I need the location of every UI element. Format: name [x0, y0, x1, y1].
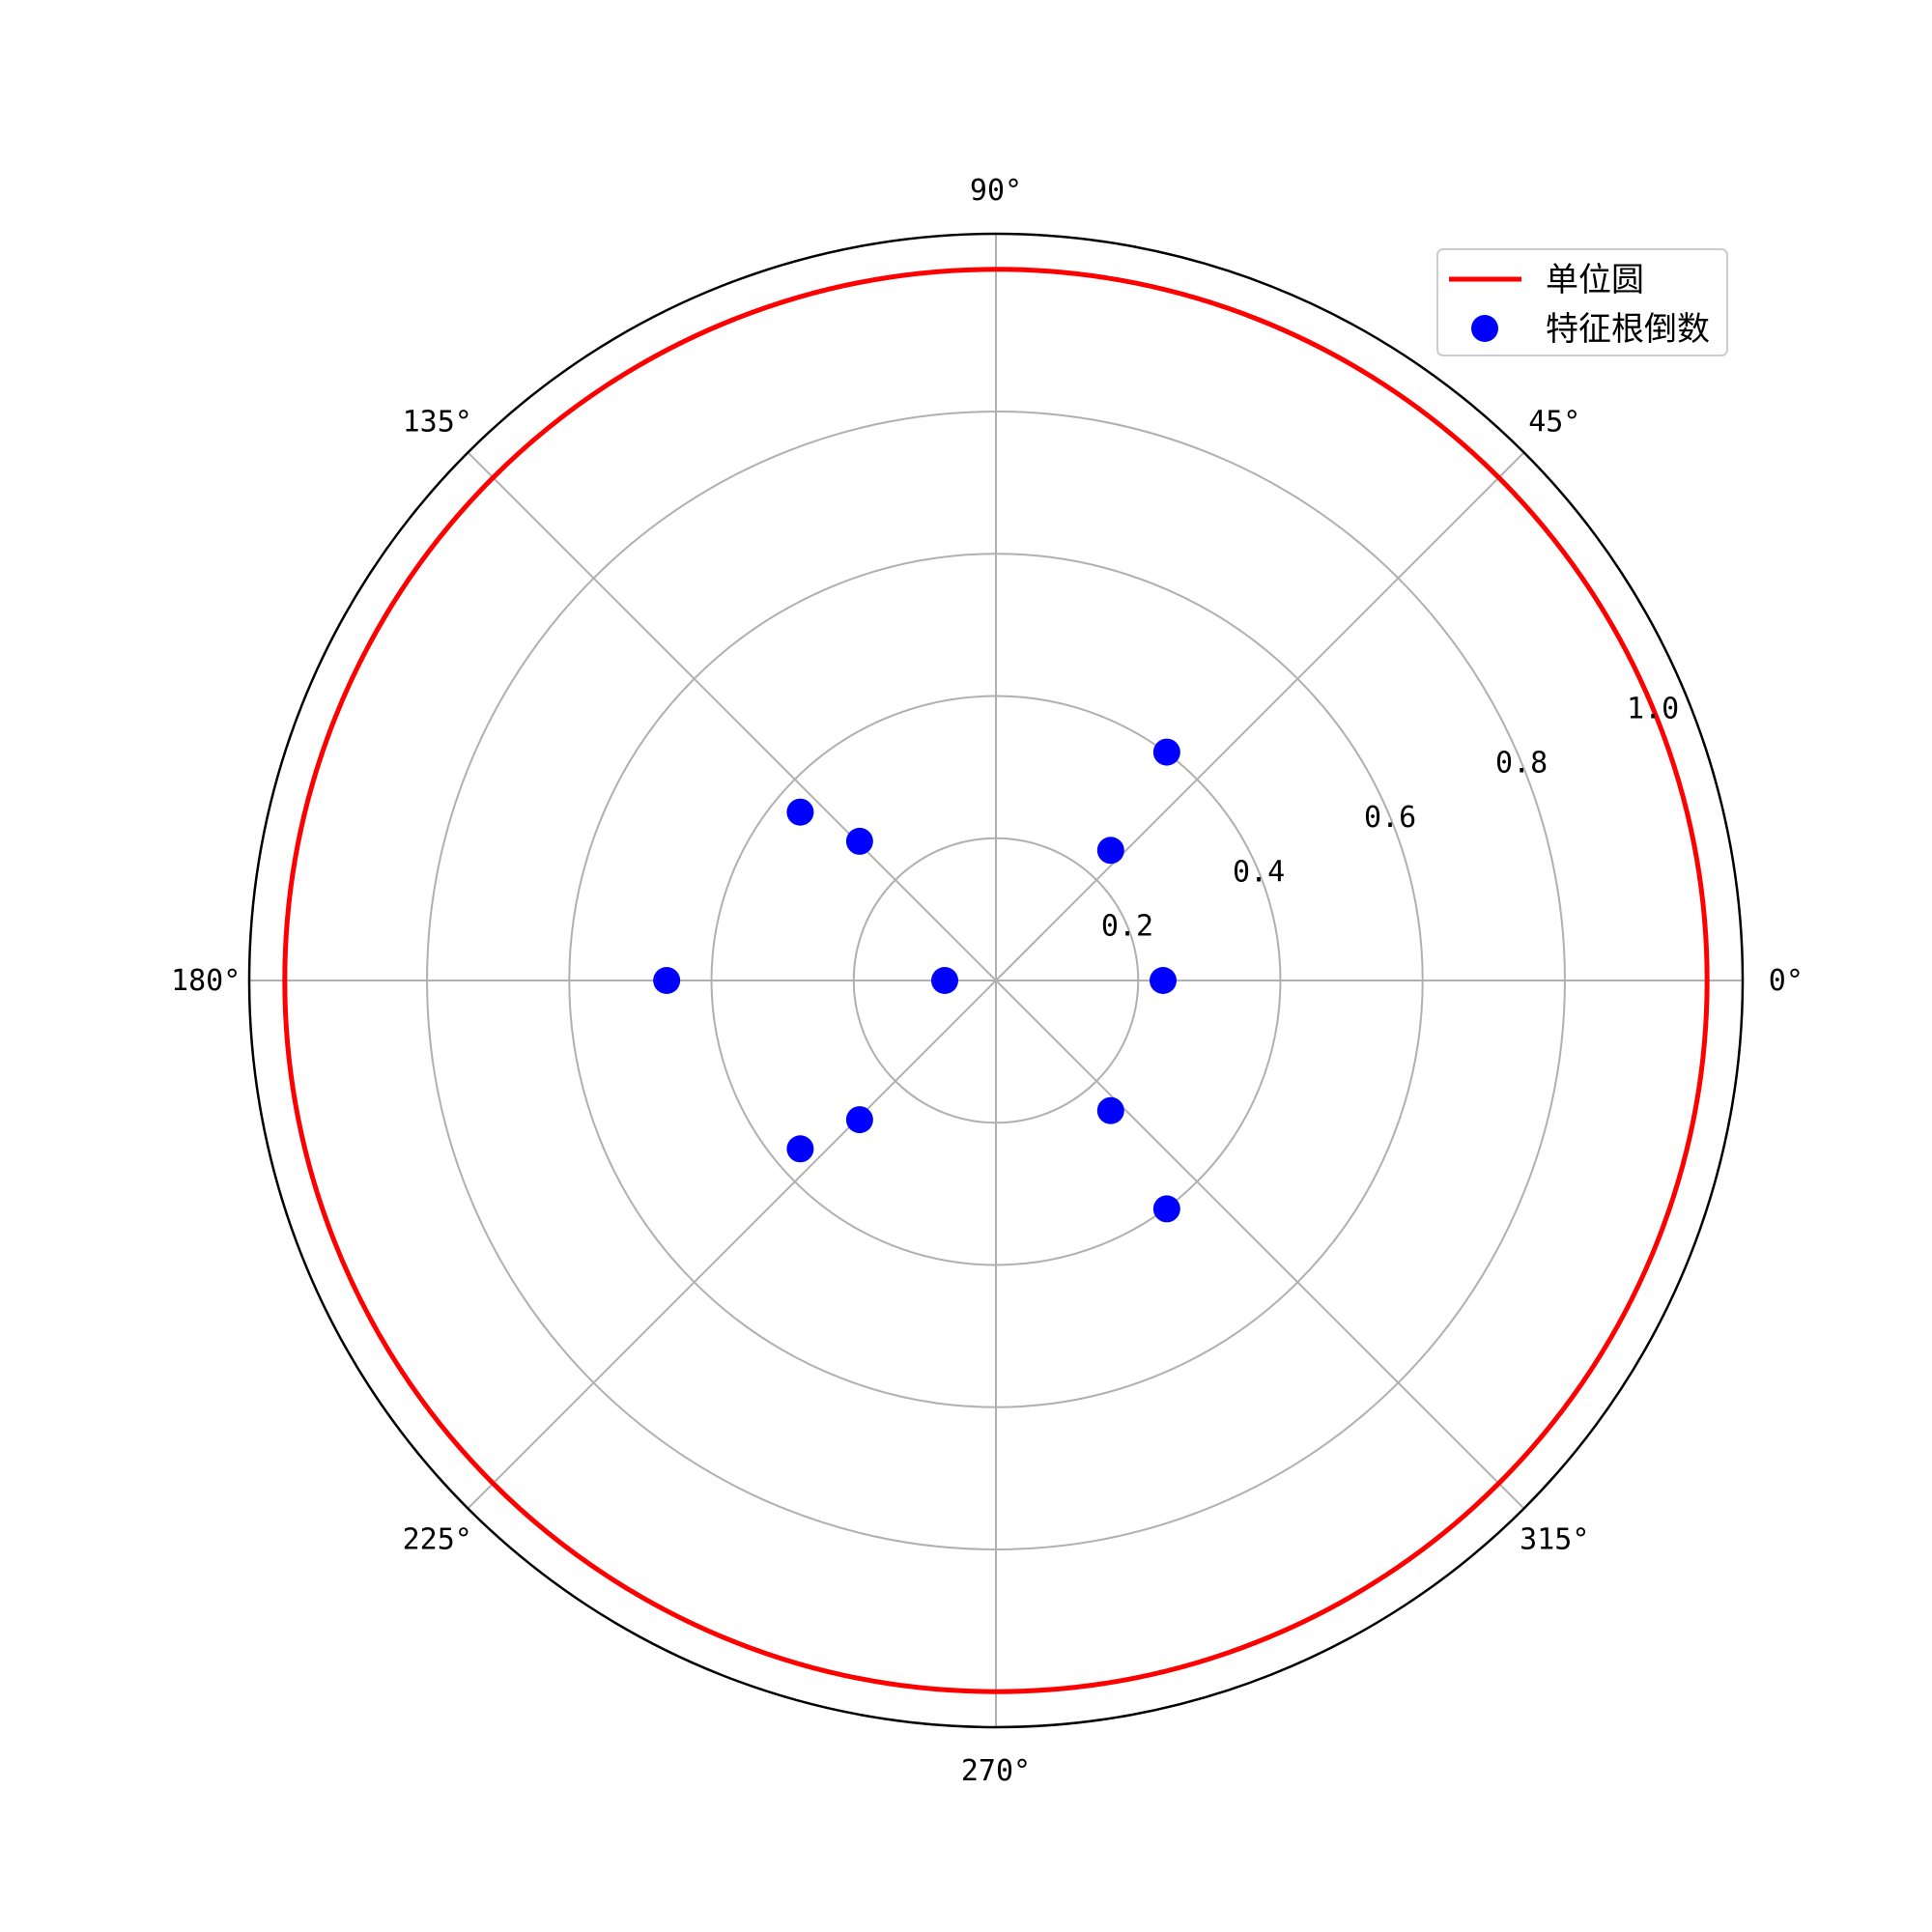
- label-layer: 0° 45° 90° 135° 180° 225° 270° 315° 0.2 0.4 0.6 0.8…: [171, 174, 1804, 1788]
- r-tick-label-4: 1.0: [1627, 692, 1679, 725]
- grid-spoke-3: [467, 451, 997, 981]
- root-point-6: [1152, 1195, 1180, 1223]
- r-tick-label-3: 0.8: [1495, 747, 1548, 781]
- theta-tick-label-6: 270°: [961, 1754, 1031, 1788]
- legend: 单位圆 特征根倒数: [1436, 248, 1728, 356]
- theta-tick-label-1: 45°: [1528, 406, 1580, 440]
- root-point-5: [1152, 738, 1180, 766]
- root-point-9: [786, 798, 814, 826]
- root-point-4: [1096, 1096, 1124, 1124]
- grid-layer: [247, 232, 1745, 1729]
- theta-tick-label-3: 135°: [403, 406, 472, 440]
- theta-tick-label-7: 315°: [1520, 1522, 1589, 1556]
- root-point-2: [653, 967, 681, 994]
- theta-tick-label-2: 90°: [970, 174, 1022, 208]
- legend-label-unit-circle: 单位圆: [1546, 261, 1644, 299]
- root-point-8: [845, 1106, 873, 1134]
- series-layer: [282, 267, 1710, 1694]
- legend-label-roots: 特征根倒数: [1546, 310, 1710, 349]
- r-tick-label-0: 0.2: [1101, 910, 1153, 944]
- grid-spoke-5: [467, 980, 997, 1510]
- grid-spoke-7: [995, 980, 1525, 1510]
- unit-circle-line: [282, 267, 1710, 1694]
- root-point-7: [845, 827, 873, 855]
- legend-box: [1436, 248, 1728, 356]
- theta-tick-label-4: 180°: [171, 964, 241, 998]
- grid-spoke-1: [995, 451, 1525, 981]
- root-point-3: [1096, 837, 1124, 865]
- theta-tick-label-5: 225°: [403, 1522, 472, 1556]
- root-point-10: [786, 1135, 814, 1163]
- legend-dot-marker: [1471, 315, 1498, 342]
- root-point-0: [1150, 967, 1178, 994]
- polar-spine: [247, 232, 1745, 1729]
- r-tick-label-2: 0.6: [1364, 801, 1416, 835]
- r-tick-label-1: 0.4: [1233, 855, 1285, 889]
- root-point-1: [930, 967, 958, 994]
- theta-tick-label-0: 0°: [1769, 964, 1804, 998]
